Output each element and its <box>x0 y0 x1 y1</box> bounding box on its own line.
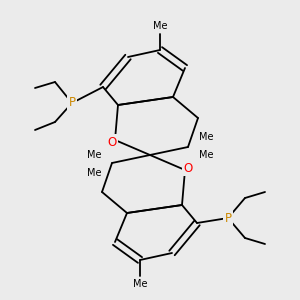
Text: Me: Me <box>153 21 167 31</box>
Text: Me: Me <box>133 279 147 289</box>
Text: O: O <box>183 161 193 175</box>
Text: P: P <box>224 212 232 224</box>
Text: P: P <box>68 97 76 110</box>
Text: Me: Me <box>199 150 213 160</box>
Text: Me: Me <box>199 132 213 142</box>
Text: Me: Me <box>87 150 101 160</box>
Text: Me: Me <box>87 168 101 178</box>
Text: O: O <box>107 136 117 148</box>
